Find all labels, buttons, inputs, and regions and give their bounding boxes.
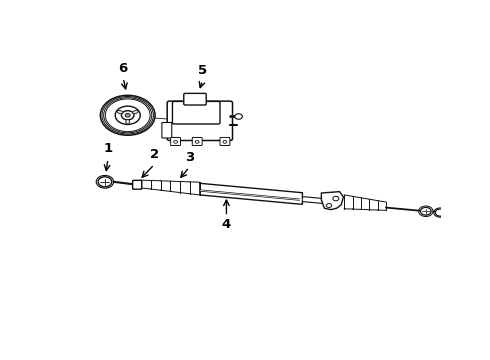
FancyBboxPatch shape [184,93,206,105]
Circle shape [435,209,445,216]
Circle shape [125,113,130,117]
Text: 5: 5 [198,64,207,77]
FancyBboxPatch shape [172,102,220,124]
Circle shape [122,111,134,120]
FancyBboxPatch shape [167,101,233,140]
Text: 2: 2 [150,148,159,161]
FancyBboxPatch shape [133,180,142,189]
Circle shape [173,140,177,143]
Text: 6: 6 [119,62,128,75]
Circle shape [196,140,199,143]
Text: 1: 1 [103,143,113,156]
Text: 4: 4 [222,219,231,231]
Text: 3: 3 [185,151,194,164]
Ellipse shape [117,110,123,114]
Circle shape [235,114,243,119]
Circle shape [98,177,112,187]
FancyBboxPatch shape [162,122,172,138]
Polygon shape [321,192,343,210]
FancyBboxPatch shape [220,138,230,145]
FancyBboxPatch shape [192,138,202,145]
FancyBboxPatch shape [171,138,180,145]
Ellipse shape [126,120,130,124]
Ellipse shape [132,110,138,114]
Circle shape [223,140,227,143]
Circle shape [420,207,431,215]
Polygon shape [200,183,302,204]
Circle shape [115,106,140,125]
